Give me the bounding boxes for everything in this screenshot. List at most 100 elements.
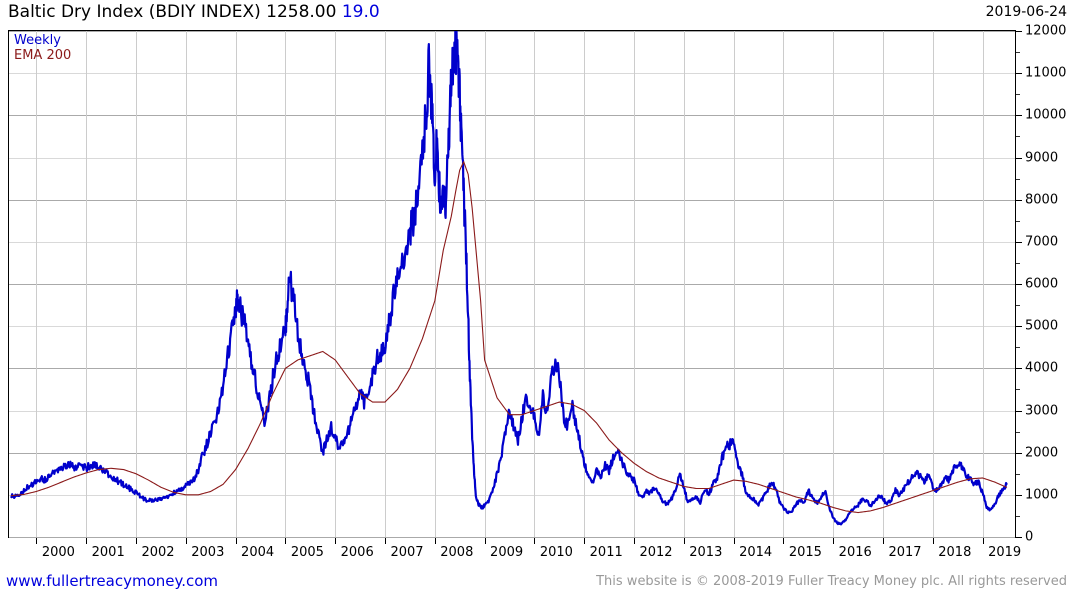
x-tick — [783, 538, 785, 544]
plot-area[interactable]: Weekly EMA 200 — [8, 30, 1016, 538]
gridline-v — [982, 31, 984, 537]
x-tick-label: 2018 — [938, 545, 972, 560]
x-tick-label: 2003 — [191, 545, 225, 560]
y-tick — [1016, 494, 1022, 496]
gridline-v — [235, 31, 237, 537]
gridline-v — [484, 31, 486, 537]
x-tick — [36, 538, 38, 544]
grid-lines — [9, 31, 1015, 538]
gridline-h — [9, 537, 1015, 538]
x-tick-label: 2002 — [141, 545, 175, 560]
x-tick — [833, 538, 835, 544]
gridline-h — [9, 452, 1015, 454]
y-tick-minor — [1016, 136, 1020, 138]
gridline-v — [285, 31, 287, 537]
gridline-h — [9, 73, 1015, 75]
y-tick-label: 3000 — [1025, 403, 1059, 418]
y-tick-minor — [1016, 431, 1020, 433]
y-tick-minor — [1016, 178, 1020, 180]
x-tick — [86, 538, 88, 544]
x-tick — [584, 538, 586, 544]
as-of-date: 2019-06-24 — [985, 4, 1067, 20]
gridline-v — [883, 31, 885, 537]
gridline-v — [135, 31, 137, 537]
y-tick-label: 7000 — [1025, 234, 1059, 250]
x-tick-label: 2005 — [290, 545, 324, 560]
gridline-v — [932, 31, 934, 537]
y-tick-minor — [1016, 220, 1020, 222]
y-tick — [1016, 368, 1022, 370]
change-value: 19.0 — [341, 2, 380, 22]
x-tick — [235, 538, 237, 544]
y-tick — [1016, 115, 1022, 117]
gridline-h — [9, 241, 1015, 243]
y-tick — [1016, 410, 1022, 412]
gridline-h — [9, 115, 1015, 117]
gridline-h — [9, 368, 1015, 370]
y-tick-label: 10000 — [1025, 107, 1067, 123]
x-tick-label: 2011 — [589, 545, 623, 560]
x-tick-label: 2016 — [838, 545, 872, 560]
x-tick — [634, 538, 635, 544]
y-tick-label: 6000 — [1025, 276, 1059, 292]
last-value: 1258.00 — [266, 2, 337, 22]
instrument-name: Baltic Dry Index (BDIY INDEX) — [8, 2, 261, 22]
x-axis: 2000 2001 2002 2003 2004 2005 2006 2007 2008 2009… — [8, 538, 1021, 564]
y-tick — [1016, 157, 1022, 159]
y-tick — [1016, 73, 1022, 75]
page-title: Baltic Dry Index (BDIY INDEX) 1258.00 19… — [8, 2, 380, 22]
x-tick-label: 2015 — [788, 545, 822, 560]
gridline-v — [86, 31, 88, 537]
y-tick-minor — [1016, 515, 1020, 517]
x-tick-label: 2017 — [888, 545, 922, 560]
gridline-h — [9, 31, 1015, 32]
x-tick — [385, 538, 386, 544]
x-tick-label: 2014 — [739, 545, 773, 560]
x-tick — [932, 538, 934, 544]
gridline-h — [9, 284, 1015, 285]
x-tick-label: 2010 — [539, 545, 573, 560]
gridline-v — [634, 31, 635, 537]
y-tick-minor — [1016, 473, 1020, 475]
copyright-text: This website is © 2008-2019 Fuller Treac… — [596, 574, 1067, 589]
gridline-h — [9, 157, 1015, 159]
y-tick-label: 12000 — [1025, 23, 1067, 39]
gridline-v — [584, 31, 586, 537]
x-tick — [285, 538, 287, 544]
y-tick — [1016, 31, 1022, 32]
x-tick — [135, 538, 137, 544]
legend-item-ema200: EMA 200 — [14, 48, 72, 63]
gridline-v — [335, 31, 337, 537]
gridline-h — [9, 410, 1015, 412]
gridline-h — [9, 199, 1015, 201]
site-link[interactable]: www.fullertreacymoney.com — [6, 572, 219, 590]
y-tick — [1016, 452, 1022, 454]
legend-item-weekly: Weekly — [14, 33, 61, 48]
chart-legend: Weekly EMA 200 — [14, 33, 71, 63]
x-tick — [733, 538, 735, 544]
x-tick-label: 2019 — [988, 545, 1022, 560]
y-tick-minor — [1016, 347, 1020, 349]
y-tick — [1016, 326, 1022, 328]
gridline-v — [683, 31, 685, 537]
y-tick-label: 0 — [1025, 529, 1034, 545]
gridline-v — [385, 31, 386, 537]
y-tick-label: 1000 — [1025, 487, 1059, 503]
gridline-v — [185, 31, 187, 537]
y-tick — [1016, 537, 1022, 538]
gridline-h — [9, 494, 1015, 496]
x-tick-label: 2013 — [689, 545, 723, 560]
y-tick-label: 4000 — [1025, 360, 1059, 376]
x-tick-label: 2007 — [390, 545, 424, 560]
x-tick — [434, 538, 436, 544]
chart-footer: www.fullertreacymoney.com This website i… — [0, 572, 1075, 596]
series-canvas — [9, 31, 1015, 537]
y-tick-minor — [1016, 52, 1020, 54]
y-tick — [1016, 199, 1022, 201]
chart-header: Baltic Dry Index (BDIY INDEX) 1258.00 19… — [0, 0, 1075, 26]
x-tick — [683, 538, 685, 544]
x-tick-label: 2000 — [41, 545, 75, 560]
y-tick-label: 9000 — [1025, 150, 1059, 165]
y-axis: 0 1000 2000 3000 4000 5000 6000 7000 8000 9000 100… — [1016, 24, 1075, 545]
